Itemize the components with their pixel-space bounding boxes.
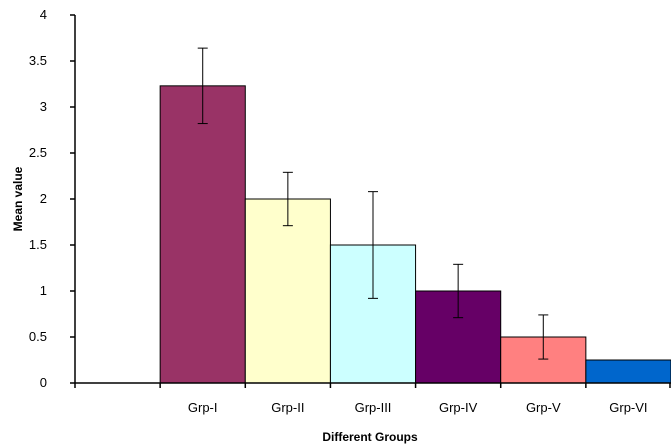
x-tick-label: Grp-II <box>271 400 304 415</box>
bars-layer <box>159 85 671 384</box>
x-tick-label: Grp-V <box>526 400 561 415</box>
y-ticks-layer: 0 0.5 1 1.5 2 2.5 3 3.5 4 <box>29 7 75 390</box>
y-tick-label: 1.5 <box>29 237 47 252</box>
bar-grp-ii <box>244 198 331 384</box>
x-tick-label: Grp-I <box>188 400 218 415</box>
y-axis-title: Mean value <box>11 166 25 231</box>
y-tick-label: 1 <box>40 283 47 298</box>
y-tick-label: 0 <box>40 375 47 390</box>
x-tick-label: Grp-IV <box>439 400 478 415</box>
y-tick-label: 2 <box>40 191 47 206</box>
y-tick-label: 0.5 <box>29 329 47 344</box>
x-ticks-layer: Grp-I Grp-II Grp-III Grp-IV Grp-V Grp-VI <box>74 383 671 415</box>
bar-grp-vi <box>585 359 671 384</box>
x-axis-title: Different Groups <box>322 430 418 444</box>
y-tick-label: 3.5 <box>29 53 47 68</box>
error-bars-layer <box>197 47 549 360</box>
x-tick-label: Grp-VI <box>609 400 647 415</box>
y-tick-label: 4 <box>40 7 47 22</box>
bar-grp-i <box>159 85 246 384</box>
x-tick-label: Grp-III <box>355 400 392 415</box>
y-tick-label: 3 <box>40 99 47 114</box>
y-tick-label: 2.5 <box>29 145 47 160</box>
